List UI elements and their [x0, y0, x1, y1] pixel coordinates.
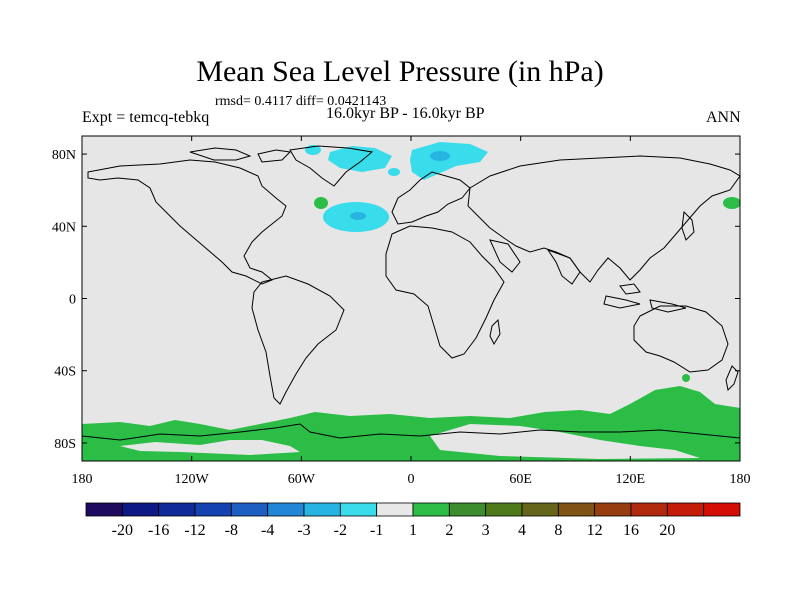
colorbar-label: -16: [148, 522, 169, 539]
lon-tick-label: 180: [730, 472, 751, 487]
lon-tick-label: 0: [408, 472, 415, 487]
lon-tick-label: 120W: [175, 472, 210, 487]
colorbar-label: 1: [409, 522, 417, 539]
lat-tick-label: 0: [69, 293, 76, 308]
colorbar: -20 -16 -12 -8 -4 -3 -2 -1 1 2 3 4 8 12 16 20: [85, 502, 741, 539]
season-label: ANN: [706, 109, 741, 126]
colorbar-swatch: [230, 502, 269, 517]
longitude-axis: 180 120W 60W 0 60E 120E 180: [72, 136, 751, 487]
coastline-australia: [633, 305, 729, 373]
map-title: Mean Sea Level Pressure (in hPa): [196, 55, 604, 88]
colorbar-swatch: [85, 502, 123, 517]
colorbar-label: 8: [554, 522, 562, 539]
greenland-negative-anomaly: [328, 146, 392, 172]
colorbar-swatch: [448, 502, 487, 517]
coastline-japan: [681, 210, 695, 241]
colorbar-swatch: [630, 502, 668, 517]
coastline-arabia-india: [489, 239, 581, 285]
coastline-asia: [467, 155, 740, 283]
lon-tick-label: 60E: [509, 472, 532, 487]
coastline-africa: [385, 225, 505, 359]
experiment-label: Expt = temcq-tebkq: [82, 109, 210, 126]
colorbar-label: 4: [518, 522, 526, 539]
lon-tick-label: 60W: [288, 472, 316, 487]
statistics-line: rmsd= 0.4117 diff= 0.0421143: [215, 94, 387, 109]
colorbar-swatch: [485, 502, 523, 517]
period-label: 16.0kyr BP - 16.0kyr BP: [326, 105, 485, 122]
coastline-greenland: [289, 145, 374, 187]
coastline-north-america: [87, 159, 287, 285]
coastline-madagascar: [489, 318, 501, 346]
arctic-negative-anomaly: [388, 168, 400, 176]
colorbar-swatch: [412, 502, 450, 517]
colorbar-swatch: [703, 502, 741, 517]
colorbar-swatch: [267, 502, 305, 517]
colorbar-swatch: [666, 502, 705, 517]
colorbar-label: -20: [112, 522, 133, 539]
colorbar-swatch: [521, 502, 559, 517]
lat-tick-label: 40S: [54, 365, 76, 380]
colorbar-swatch: [121, 502, 160, 517]
scandinavia-negative-anomaly: [410, 142, 488, 180]
colorbar-label: 3: [482, 522, 490, 539]
southern-ocean-positive-anomaly: [682, 374, 690, 382]
colorbar-label: -3: [297, 522, 310, 539]
colorbar-label: 2: [445, 522, 453, 539]
antarctic-neutral-area: [120, 440, 300, 455]
lat-tick-label: 80S: [54, 437, 76, 452]
colorbar-swatch: [376, 502, 414, 517]
colorbar-swatch: [158, 502, 196, 517]
coastline-arctic-islands: [189, 147, 292, 163]
colorbar-swatch: [557, 502, 596, 517]
coastlines: [82, 145, 740, 441]
colorbar-swatch: [594, 502, 632, 517]
coastline-antarctica: [82, 423, 740, 441]
latitude-axis: 80N 40N 0 40S 80S: [52, 148, 740, 452]
antarctic-neutral-area: [430, 424, 700, 459]
lon-tick-label: 180: [72, 472, 93, 487]
colorbar-label: 12: [587, 522, 603, 539]
colorbar-label: -12: [184, 522, 205, 539]
north-atlantic-positive-anomaly: [314, 197, 328, 209]
colorbar-label: 20: [659, 522, 675, 539]
coastline-indonesia: [603, 283, 687, 313]
lon-tick-label: 120E: [616, 472, 646, 487]
colorbar-label: 16: [623, 522, 639, 539]
anomaly-fields: [82, 142, 740, 461]
north-pacific-positive-anomaly: [723, 197, 740, 209]
colorbar-swatch: [194, 502, 232, 517]
colorbar-label: -1: [370, 522, 383, 539]
colorbar-swatch: [303, 502, 341, 517]
colorbar-label: -4: [261, 522, 274, 539]
coastline-south-america: [251, 275, 345, 405]
colorbar-swatch: [339, 502, 378, 517]
colorbar-label: -8: [225, 522, 238, 539]
lat-tick-label: 40N: [52, 220, 76, 235]
scandinavia-negative-core: [430, 151, 450, 161]
north-atlantic-negative-core: [350, 212, 366, 220]
colorbar-label: -2: [334, 522, 347, 539]
lat-tick-label: 80N: [52, 148, 76, 163]
